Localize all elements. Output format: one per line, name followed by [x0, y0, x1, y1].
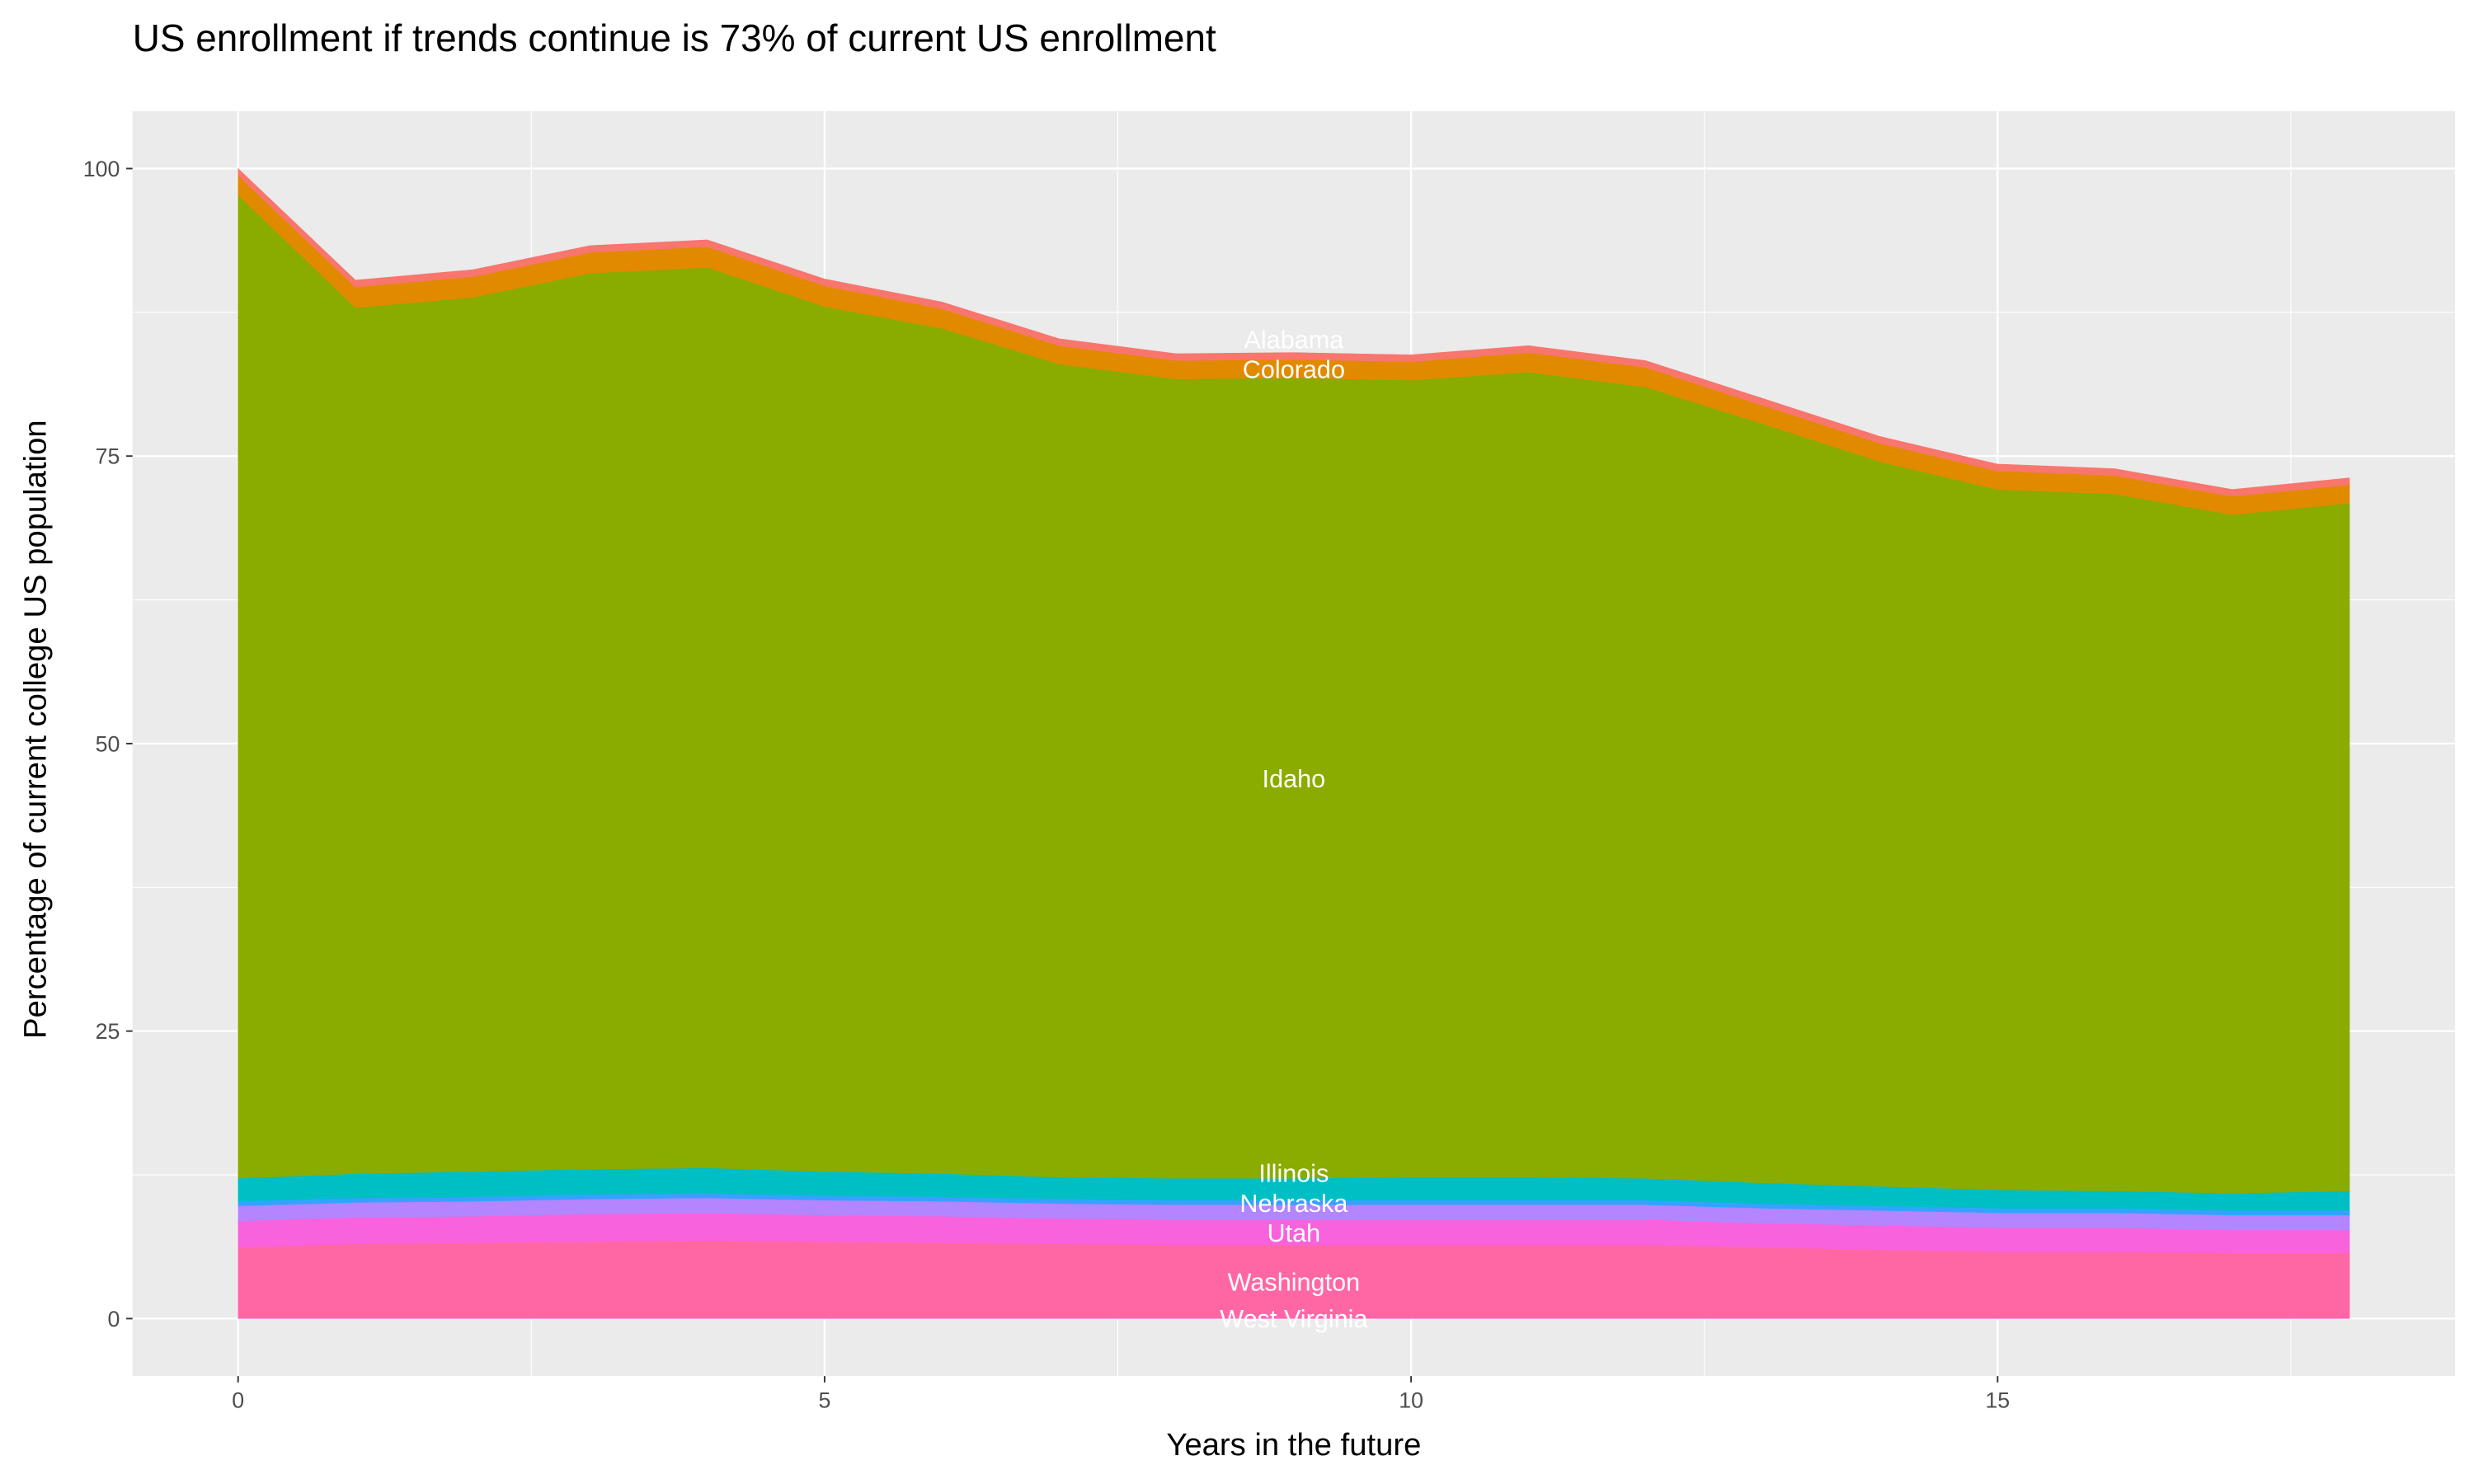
- areas: [238, 167, 2350, 1319]
- series-label: Illinois: [1258, 1160, 1329, 1188]
- series-label: Idaho: [1263, 765, 1326, 793]
- x-axis-ticks: 0 5 10 15: [232, 1376, 2010, 1412]
- x-tick-label: 10: [1399, 1388, 1423, 1412]
- x-tick-label: 15: [1985, 1388, 2010, 1412]
- x-axis-label: Years in the future: [1166, 1427, 1421, 1463]
- area-alabama: [238, 167, 2350, 497]
- series-label: Colorado: [1243, 356, 1345, 384]
- y-tick-label: 0: [108, 1307, 120, 1331]
- y-axis-label: Percentage of current college US populat…: [17, 420, 53, 1039]
- y-tick-label: 50: [96, 731, 120, 756]
- y-tick-label: 75: [96, 444, 120, 469]
- series-labels: West Virginia Washington UtahNebraskaIllin…: [1220, 326, 1368, 1333]
- series-label: West Virginia: [1220, 1305, 1368, 1333]
- y-tick-label: 25: [96, 1019, 120, 1044]
- x-tick-label: 0: [232, 1388, 244, 1412]
- series-label: Utah: [1268, 1219, 1321, 1247]
- series-label: Nebraska: [1239, 1190, 1348, 1218]
- x-tick-label: 5: [818, 1388, 830, 1412]
- chart-title: US enrollment if trends continue is 73% …: [133, 16, 1216, 59]
- series-label: Washington: [1228, 1269, 1361, 1297]
- series-label: Alabama: [1244, 326, 1344, 354]
- y-tick-label: 100: [83, 157, 120, 181]
- y-axis-ticks: 0 25 50 75 100: [83, 157, 133, 1331]
